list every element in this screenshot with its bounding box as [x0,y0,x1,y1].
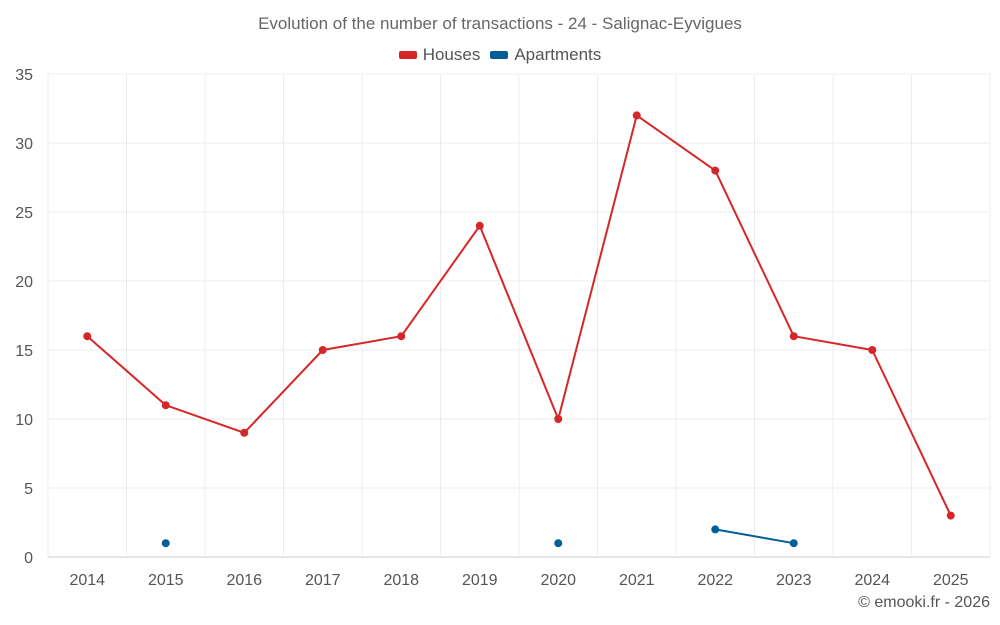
series-line-houses [165,404,245,434]
series-line-houses [478,225,560,420]
data-point-houses [240,428,249,437]
x-tick-label: 2016 [226,572,262,589]
y-tick-label: 20 [15,274,33,291]
data-point-houses [397,332,406,341]
x-tick-label: 2021 [619,572,655,589]
legend-swatch-apartments [490,51,509,59]
series-line-houses [793,335,873,351]
series-line-houses [636,114,716,172]
series-line-houses [86,335,167,406]
x-tick-label: 2018 [383,572,419,589]
data-point-apartments [789,539,798,548]
series-line-houses [557,115,638,420]
data-point-apartments [554,539,563,548]
y-tick-label: 0 [24,550,33,567]
y-tick-label: 25 [15,205,33,222]
data-point-apartments [711,525,720,534]
x-tick-label: 2020 [540,572,576,589]
x-tick-label: 2022 [697,572,733,589]
data-point-houses [711,166,720,175]
x-tick-label: 2024 [854,572,890,589]
series-line-houses [871,349,952,517]
data-point-apartments [161,539,170,548]
legend-label-apartments: Apartments [514,45,602,64]
legend: Houses Apartments [0,45,1000,65]
x-tick-label: 2025 [933,572,969,589]
chart-title: Evolution of the number of transactions … [258,14,742,33]
data-point-houses [789,332,798,341]
y-tick-label: 15 [15,343,33,360]
y-tick-label: 35 [15,67,33,84]
series-line-houses [714,170,795,337]
x-tick-label: 2017 [305,572,341,589]
series-line-apartments [715,528,794,545]
data-point-houses [946,511,955,520]
data-point-houses [554,415,563,423]
data-point-houses [161,401,170,410]
data-point-houses [475,221,484,230]
data-point-houses [868,346,877,354]
credit-text: © emooki.fr - 2026 [858,594,990,611]
legend-item-houses[interactable]: Houses [398,45,481,65]
legend-item-apartments[interactable]: Apartments [490,45,601,65]
y-tick-label: 10 [15,412,33,429]
series-line-houses [400,225,481,337]
data-point-houses [632,111,641,120]
series-line-houses [243,349,324,434]
legend-swatch-houses [398,51,417,59]
series-line-houses [322,335,402,351]
x-tick-label: 2019 [462,572,498,589]
x-tick-label: 2023 [776,572,812,589]
data-point-houses [318,346,327,354]
legend-label-houses: Houses [422,45,481,64]
x-tick-label: 2014 [69,572,105,589]
x-tick-label: 2015 [148,572,184,589]
y-tick-label: 5 [24,481,33,498]
data-point-houses [83,332,92,341]
y-tick-label: 30 [15,136,33,153]
